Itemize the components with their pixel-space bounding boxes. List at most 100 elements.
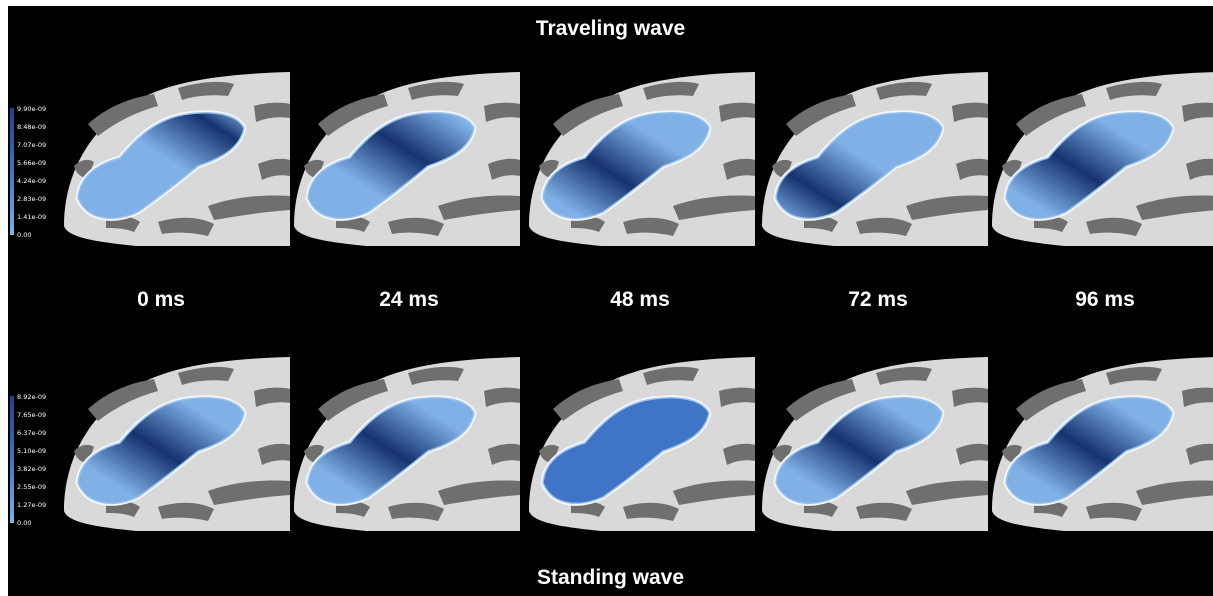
sulcus-region	[254, 387, 290, 407]
colorbar-tick: 0.00	[17, 231, 32, 239]
sulcus-region	[786, 94, 856, 136]
activation-patch	[776, 397, 942, 504]
sulcus-region	[158, 502, 214, 521]
activation-patch	[308, 112, 474, 219]
colorbar-tick: 5.66e-09	[17, 159, 47, 167]
sulcus-region	[208, 480, 290, 505]
activation-patch	[543, 397, 709, 504]
sulcus-region	[643, 81, 699, 100]
colorbar-tick: 7.07e-09	[17, 141, 47, 149]
activation-patch	[1006, 112, 1172, 219]
time-label: 72 ms	[848, 288, 908, 311]
sulcus-region	[956, 158, 988, 180]
sulcus-region	[88, 94, 158, 136]
sulcus-region	[488, 443, 520, 465]
colorbar-tick: 2.55e-09	[17, 483, 47, 491]
sulcus-region	[1186, 158, 1213, 180]
sulcus-region	[1106, 81, 1162, 100]
sulcus-region	[318, 379, 388, 421]
activation-edge	[307, 112, 475, 219]
sulcus-region	[956, 443, 988, 465]
standing-wave-title: Standing wave	[536, 566, 685, 589]
sulcus-region	[553, 94, 623, 136]
colorbar-tick: 9.90e-09	[17, 105, 47, 113]
sulcus-region	[258, 443, 290, 465]
sulcus-region	[1016, 379, 1086, 421]
sulcus-region	[1136, 195, 1213, 220]
activation-patch	[543, 112, 709, 219]
sulcus-region	[408, 366, 464, 385]
sulcus-region	[643, 366, 699, 385]
sulcus-region	[906, 195, 988, 220]
sulcus-region	[673, 480, 755, 505]
sulcus-region	[1182, 387, 1213, 407]
sulcus-region	[484, 102, 520, 122]
activation-patch	[1006, 397, 1172, 504]
sulcus-region	[178, 366, 234, 385]
sulcus-region	[1182, 102, 1213, 122]
sulcus-region	[254, 102, 290, 122]
sulcus-region	[1186, 443, 1213, 465]
sulcus-region	[1016, 94, 1086, 136]
activation-patch	[78, 397, 244, 504]
sulcus-region	[856, 502, 912, 521]
cortex-map	[762, 72, 988, 246]
sulcus-region	[178, 81, 234, 100]
sulcus-region	[488, 158, 520, 180]
sulcus-region	[258, 158, 290, 180]
sulcus-region	[876, 366, 932, 385]
sulcus-region	[1086, 502, 1142, 521]
cortex-map	[762, 357, 988, 531]
sulcus-region	[786, 379, 856, 421]
sulcus-region	[438, 480, 520, 505]
colorbar-tick: 3.82e-09	[17, 465, 47, 473]
sulcus-region	[623, 217, 679, 236]
sulcus-region	[388, 502, 444, 521]
cortex-map	[992, 72, 1213, 246]
colorbar-tick: 4.24e-09	[17, 177, 47, 185]
sulcus-region	[876, 81, 932, 100]
time-label: 24 ms	[379, 288, 439, 311]
colorbar-standing-bar	[10, 396, 14, 523]
activation-edge	[77, 397, 245, 504]
sulcus-region	[623, 502, 679, 521]
time-label: 48 ms	[610, 288, 670, 311]
cortex-map	[529, 357, 755, 531]
colorbar-tick: 7.65e-09	[17, 411, 47, 419]
sulcus-region	[1106, 366, 1162, 385]
sulcus-region	[719, 102, 755, 122]
sulcus-region	[723, 443, 755, 465]
cortex-map	[529, 72, 755, 246]
sulcus-region	[1086, 217, 1142, 236]
sulcus-region	[856, 217, 912, 236]
colorbar-tick: 0.00	[17, 519, 32, 527]
colorbar-tick: 8.48e-09	[17, 123, 47, 131]
colorbar-traveling-bar	[10, 108, 14, 235]
activation-edge	[1005, 397, 1173, 504]
activation-patch	[308, 397, 474, 504]
sulcus-region	[723, 158, 755, 180]
colorbar-tick: 1.41e-09	[17, 213, 47, 221]
sulcus-region	[484, 387, 520, 407]
cortex-map	[64, 357, 290, 531]
sulcus-region	[553, 379, 623, 421]
activation-edge	[542, 397, 710, 504]
activation-patch	[776, 112, 942, 219]
activation-edge	[77, 112, 245, 219]
cortex-map	[992, 357, 1213, 531]
sulcus-region	[719, 387, 755, 407]
sulcus-region	[388, 217, 444, 236]
sulcus-region	[318, 94, 388, 136]
sulcus-region	[952, 387, 988, 407]
colorbar-tick: 1.27e-09	[17, 501, 47, 509]
sulcus-region	[906, 480, 988, 505]
sulcus-region	[158, 217, 214, 236]
traveling-wave-title: Traveling wave	[535, 17, 686, 40]
activation-edge	[307, 397, 475, 504]
activation-edge	[775, 112, 943, 219]
time-label: 96 ms	[1075, 288, 1135, 311]
activation-edge	[775, 397, 943, 504]
sulcus-region	[952, 102, 988, 122]
sulcus-region	[88, 379, 158, 421]
activation-edge	[1005, 112, 1173, 219]
